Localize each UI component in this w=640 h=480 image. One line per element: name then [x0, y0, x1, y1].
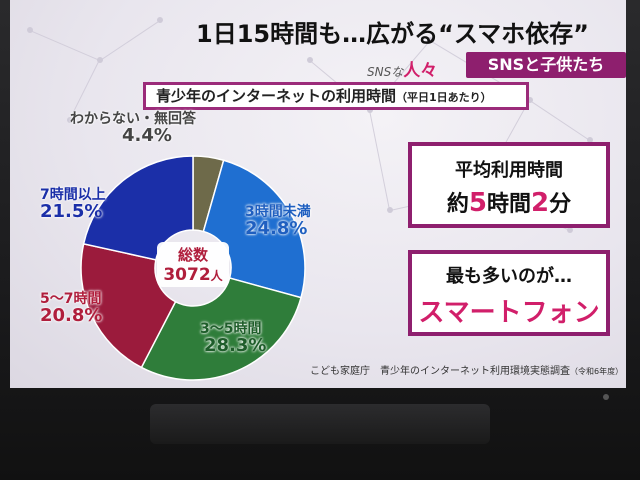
- network-node: [307, 57, 313, 63]
- program-logo-prefix: SNSな: [367, 65, 404, 79]
- slice-3-5h: [140, 277, 302, 381]
- network-node: [67, 117, 73, 123]
- label-unknown-category: わからない・無回答: [70, 111, 196, 127]
- label-5-7h-percent: 20.8%: [40, 304, 103, 326]
- label-under-3h-percent: 24.8%: [245, 217, 308, 239]
- network-node: [367, 107, 373, 113]
- network-node: [527, 97, 533, 103]
- program-logo: SNSな人々: [367, 56, 437, 81]
- network-node: [587, 137, 593, 143]
- chart-subtitle-main: 青少年のインターネットの利用時間: [156, 87, 397, 105]
- most-used-device-box: 最も多いのが… スマートフォン: [408, 250, 610, 336]
- average-hours: 5: [468, 188, 487, 218]
- label-over-7h: 7時間以上 21.5%: [40, 188, 106, 222]
- chart-subtitle: 青少年のインターネットの利用時間（平日1日あたり）: [143, 82, 529, 110]
- total-unit: 人: [210, 269, 223, 283]
- label-5-7h: 5〜7時間 20.8%: [40, 292, 102, 326]
- network-node: [567, 227, 573, 233]
- average-minutes-unit: 分: [549, 192, 572, 217]
- most-used-title: 最も多いのが…: [446, 266, 572, 287]
- label-3-5h: 3〜5時間 28.3%: [200, 322, 266, 356]
- label-5-7h-category: 5〜7時間: [40, 291, 102, 307]
- average-hours-unit: 時間: [486, 192, 531, 217]
- network-node: [427, 37, 433, 43]
- most-used-device: スマートフォン: [418, 298, 600, 328]
- label-unknown: わからない・無回答 4.4%: [70, 112, 196, 146]
- label-over-7h-percent: 21.5%: [40, 200, 103, 222]
- network-node: [157, 17, 163, 23]
- total-respondents: 総数 3072人: [157, 242, 229, 287]
- average-usage-box: 平均利用時間 約5時間2分: [408, 142, 610, 228]
- total-value: 3072: [163, 265, 211, 285]
- chart-subtitle-note: （平日1日あたり）: [396, 91, 492, 104]
- headline: 1日15時間も…広がる“スマホ依存”: [196, 20, 589, 48]
- label-under-3h-category: 3時間未満: [245, 204, 311, 220]
- label-3-5h-category: 3〜5時間: [200, 321, 262, 337]
- series-tag: SNSと子供たち: [466, 52, 626, 78]
- data-source-main: こども家庭庁 青少年のインターネット利用環境実態調査: [310, 366, 570, 377]
- average-minutes: 2: [531, 188, 550, 218]
- tv-screen: 1日15時間も…広がる“スマホ依存” SNSな人々 SNSと子供たち 青少年のイ…: [10, 0, 626, 388]
- data-source-note: （令和6年度）: [570, 367, 624, 376]
- total-label: 総数: [177, 246, 208, 264]
- program-logo-kana: 人々: [403, 61, 438, 81]
- network-node: [387, 207, 393, 213]
- label-over-7h-category: 7時間以上: [40, 187, 106, 203]
- slice-5-7h: [80, 242, 177, 369]
- network-node: [97, 57, 103, 63]
- donut-chart: [80, 155, 306, 381]
- data-source: こども家庭庁 青少年のインターネット利用環境実態調査（令和6年度）: [310, 362, 623, 377]
- average-usage-title: 平均利用時間: [455, 160, 563, 181]
- label-under-3h: 3時間未満 24.8%: [245, 205, 311, 239]
- average-prefix: 約: [446, 192, 469, 217]
- network-node: [27, 27, 33, 33]
- tv-stand: [150, 404, 490, 444]
- average-usage-value: 約5時間2分: [412, 186, 606, 218]
- label-unknown-percent: 4.4%: [122, 124, 172, 146]
- label-3-5h-percent: 28.3%: [204, 334, 267, 356]
- power-indicator-icon: [603, 394, 609, 400]
